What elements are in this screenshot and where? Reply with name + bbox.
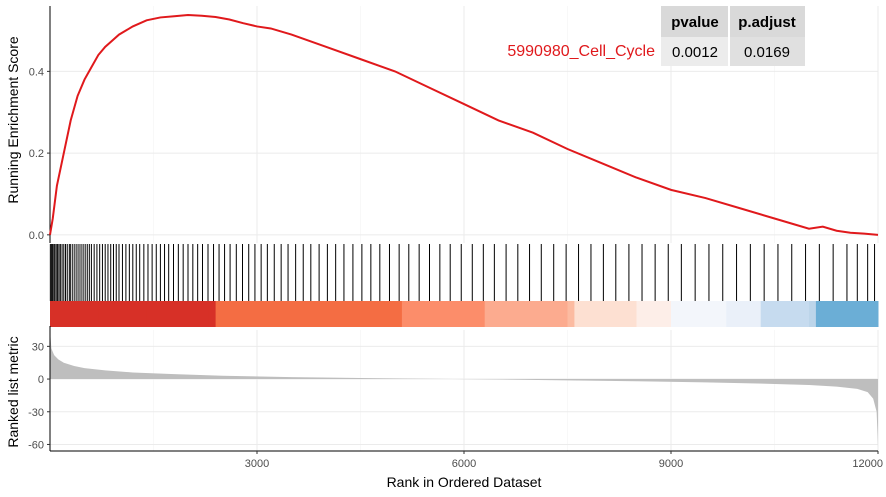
- x-tick-label: 6000: [452, 458, 476, 470]
- gradient-segment: [567, 301, 575, 327]
- gradient-segment: [671, 301, 727, 327]
- gradient-segment: [98, 301, 148, 327]
- bottom-y-tick-label: -60: [28, 439, 44, 451]
- rank-color-gradient-bar: [50, 301, 879, 327]
- bottom-y-tick-label: 0: [38, 374, 44, 386]
- bottom-panel-y-ticks: 30 0 -30 -60: [28, 341, 50, 451]
- bottom-panel-x-ticks: 3000 6000 9000 12000: [245, 451, 883, 470]
- gradient-segment: [50, 301, 99, 327]
- stats-value-pvalue: 0.0012: [672, 44, 718, 61]
- gradient-segment: [815, 301, 879, 327]
- bottom-panel-y-axis-label: Ranked list metric: [5, 336, 21, 447]
- stats-value-padjust: 0.0169: [744, 44, 790, 61]
- gradient-segment: [484, 301, 534, 327]
- stats-value-cell-padjust: [729, 37, 805, 66]
- x-tick-label: 9000: [659, 458, 683, 470]
- top-panel-gridlines: [50, 6, 879, 243]
- gene-hit-lines: [49, 244, 876, 301]
- top-y-tick-label: 0.2: [29, 148, 44, 160]
- bottom-y-tick-label: 30: [32, 341, 44, 353]
- stats-value-cell-pvalue: [661, 37, 729, 66]
- gradient-segment: [464, 301, 486, 327]
- stats-header-cell-padjust: [729, 6, 805, 37]
- gradient-segment: [208, 301, 217, 327]
- running-enrichment-score-line: [49, 13, 879, 236]
- gradient-segment: [726, 301, 762, 327]
- top-panel-y-ticks: 0.0 0.2 0.4: [29, 66, 50, 242]
- gene-set-label: 5990980_Cell_Cycle: [507, 43, 655, 60]
- gradient-segment: [533, 301, 568, 327]
- gradient-segment: [215, 301, 292, 327]
- stats-header-pvalue: pvalue: [671, 14, 719, 31]
- gradient-segment: [401, 301, 465, 327]
- stats-table: 5990980_Cell_Cycle pvalue p.adjust 0.001…: [507, 6, 805, 66]
- top-panel-y-axis-label: Running Enrichment Score: [5, 36, 21, 204]
- bottom-panel-gridlines: [50, 330, 879, 451]
- top-y-tick-label: 0.0: [29, 230, 44, 242]
- x-tick-label: 12000: [852, 458, 883, 470]
- gradient-segment: [146, 301, 210, 327]
- bottom-panel: 30 0 -30 -60 3000 6000 9000 12000 Ranked list …: [5, 326, 883, 490]
- x-axis-label: Rank in Ordered Dataset: [387, 474, 542, 490]
- stats-header-padjust: p.adjust: [738, 14, 796, 31]
- hits-panel: [49, 244, 879, 327]
- top-y-tick-label: 0.4: [29, 66, 44, 78]
- gradient-segment: [395, 301, 403, 327]
- stats-header-cell-pvalue: [661, 6, 729, 37]
- gradient-segment: [636, 301, 672, 327]
- bottom-y-tick-label: -30: [28, 407, 44, 419]
- gradient-segment: [809, 301, 817, 327]
- top-panel: 0.0 0.2 0.4 Running Enrichment Score 59909…: [5, 6, 879, 243]
- gradient-segment: [574, 301, 637, 327]
- x-tick-label: 3000: [245, 458, 269, 470]
- gradient-segment: [760, 301, 810, 327]
- gradient-segment: [291, 301, 396, 327]
